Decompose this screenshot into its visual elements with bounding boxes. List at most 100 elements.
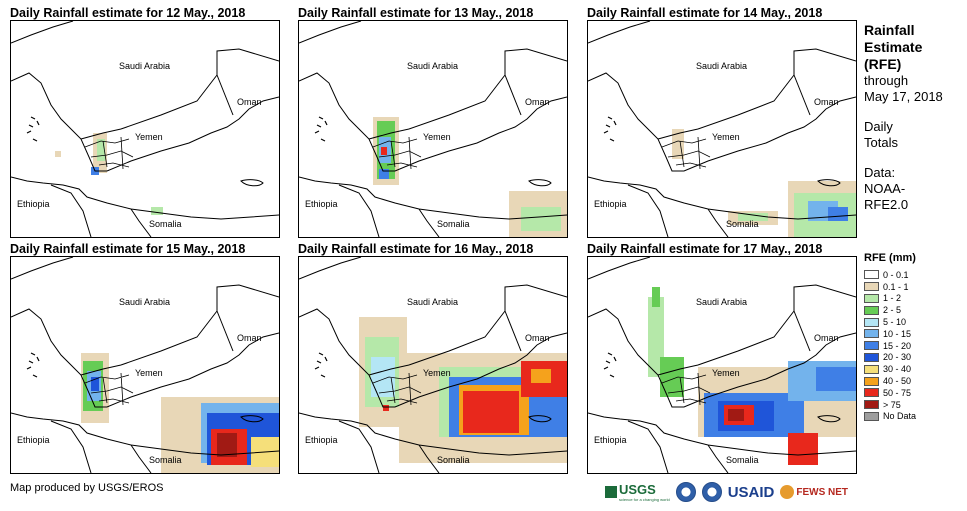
- rainfall-map: Saudi Arabia Oman Yemen Ethiopia Somalia: [587, 20, 857, 238]
- country-label-saudi: Saudi Arabia: [407, 297, 459, 307]
- legend-label: 40 - 50: [883, 376, 912, 387]
- legend-swatch: [864, 341, 879, 351]
- map-panel: Daily Rainfall estimate for 14 May., 201…: [587, 6, 873, 238]
- legend-item: 1 - 2: [864, 293, 964, 305]
- legend-swatch: [864, 305, 879, 315]
- rainfall-overlay: [359, 317, 567, 463]
- rainfall-overlay: [373, 117, 567, 237]
- legend-label: 0 - 0.1: [883, 269, 909, 280]
- legend-swatch: [864, 270, 879, 280]
- sidebar-date: May 17, 2018: [864, 89, 943, 104]
- sidebar-source-2: RFE2.0: [864, 197, 909, 212]
- map-canvas: [299, 21, 567, 237]
- country-label-saudi: Saudi Arabia: [119, 61, 171, 71]
- legend-swatch: [864, 400, 879, 410]
- country-label-oman: Oman: [237, 333, 262, 343]
- country-label-oman: Oman: [814, 97, 839, 107]
- country-label-oman: Oman: [525, 97, 550, 107]
- rainfall-map: Saudi Arabia Oman Yemen Ethiopia Somalia: [587, 256, 857, 474]
- legend-label: 10 - 15: [883, 328, 912, 339]
- legend-item: 30 - 40: [864, 363, 964, 375]
- country-label-somalia: Somalia: [149, 219, 182, 229]
- fews-logo: FEWS NET: [780, 485, 848, 499]
- country-label-saudi: Saudi Arabia: [696, 297, 748, 307]
- sidebar-title-3: (RFE): [864, 56, 902, 72]
- panel-title: Daily Rainfall estimate for 14 May., 201…: [587, 6, 823, 20]
- country-label-somalia: Somalia: [437, 219, 470, 229]
- country-borders: [11, 21, 279, 237]
- country-label-ethiopia: Ethiopia: [305, 199, 338, 209]
- legend-swatch: [864, 282, 879, 292]
- fews-logo-text: FEWS NET: [796, 486, 849, 498]
- usgs-mark-icon: [605, 486, 617, 498]
- noaa-seal-icon: [675, 482, 696, 502]
- usaid-logo: USAID: [727, 483, 775, 501]
- legend-item: 20 - 30: [864, 352, 964, 364]
- country-label-ethiopia: Ethiopia: [17, 199, 50, 209]
- rainfall-overlay: [672, 129, 856, 237]
- country-label-oman: Oman: [237, 97, 262, 107]
- map-panel: Daily Rainfall estimate for 17 May., 201…: [587, 242, 873, 474]
- legend-swatch: [864, 364, 879, 374]
- legend-item: 10 - 15: [864, 328, 964, 340]
- country-label-ethiopia: Ethiopia: [305, 435, 338, 445]
- fews-globe-icon: [780, 485, 795, 499]
- legend-label: 2 - 5: [883, 305, 902, 316]
- legend-item: 50 - 75: [864, 387, 964, 399]
- legend-swatch: [864, 376, 879, 386]
- country-label-somalia: Somalia: [437, 455, 470, 465]
- map-panel: Daily Rainfall estimate for 15 May., 201…: [10, 242, 296, 474]
- partner-logos: USGS science for a changing world USAID …: [605, 478, 857, 506]
- country-label-saudi: Saudi Arabia: [119, 297, 171, 307]
- sidebar-source-1: NOAA-: [864, 181, 906, 196]
- map-panel: Daily Rainfall estimate for 16 May., 201…: [298, 242, 584, 474]
- country-label-saudi: Saudi Arabia: [407, 61, 459, 71]
- country-borders: [11, 257, 279, 473]
- country-label-ethiopia: Ethiopia: [17, 435, 50, 445]
- panel-title: Daily Rainfall estimate for 13 May., 201…: [298, 6, 534, 20]
- legend-label: 15 - 20: [883, 340, 912, 351]
- country-label-oman: Oman: [525, 333, 550, 343]
- legend-item: 0.1 - 1: [864, 281, 964, 293]
- panel-title: Daily Rainfall estimate for 12 May., 201…: [10, 6, 246, 20]
- rainfall-overlay: [55, 133, 163, 215]
- panel-title: Daily Rainfall estimate for 16 May., 201…: [298, 242, 534, 256]
- legend-swatch: [864, 329, 879, 339]
- legend-label: 50 - 75: [883, 387, 912, 398]
- map-canvas: [299, 257, 567, 473]
- sidebar-daily: Daily: [864, 119, 893, 134]
- country-label-somalia: Somalia: [726, 219, 759, 229]
- legend-label: 30 - 40: [883, 364, 912, 375]
- rainfall-overlay: [648, 287, 856, 465]
- legend-swatch: [864, 317, 879, 327]
- country-label-yemen: Yemen: [423, 368, 451, 378]
- country-label-ethiopia: Ethiopia: [594, 199, 627, 209]
- country-borders: [299, 21, 567, 237]
- sidebar-title-2: Estimate: [864, 39, 923, 55]
- map-canvas: [11, 21, 279, 237]
- country-label-ethiopia: Ethiopia: [594, 435, 627, 445]
- legend-label: 20 - 30: [883, 352, 912, 363]
- state-seal-icon: [701, 482, 722, 502]
- country-label-yemen: Yemen: [423, 132, 451, 142]
- legend-item: 0 - 0.1: [864, 269, 964, 281]
- legend-item: > 75: [864, 399, 964, 411]
- rainfall-map: Saudi Arabia Oman Yemen Ethiopia Somalia: [298, 256, 568, 474]
- legend-label: > 75: [883, 399, 901, 410]
- map-panel: Daily Rainfall estimate for 13 May., 201…: [298, 6, 584, 238]
- legend-label: No Data: [883, 411, 917, 422]
- panel-title: Daily Rainfall estimate for 17 May., 201…: [587, 242, 823, 256]
- panel-title: Daily Rainfall estimate for 15 May., 201…: [10, 242, 246, 256]
- country-borders: [299, 257, 567, 473]
- country-label-yemen: Yemen: [712, 368, 740, 378]
- sidebar-info: Rainfall Estimate (RFE) through May 17, …: [864, 22, 964, 213]
- map-canvas: [11, 257, 279, 473]
- rainfall-map: Saudi Arabia Oman Yemen Ethiopia Somalia: [298, 20, 568, 238]
- legend-label: 5 - 10: [883, 317, 907, 328]
- sidebar-data-label: Data:: [864, 165, 896, 180]
- legend-swatch: [864, 293, 879, 303]
- country-borders: [588, 21, 856, 237]
- legend-label: 1 - 2: [883, 293, 902, 304]
- map-canvas: [588, 21, 856, 237]
- legend-item: 5 - 10: [864, 316, 964, 328]
